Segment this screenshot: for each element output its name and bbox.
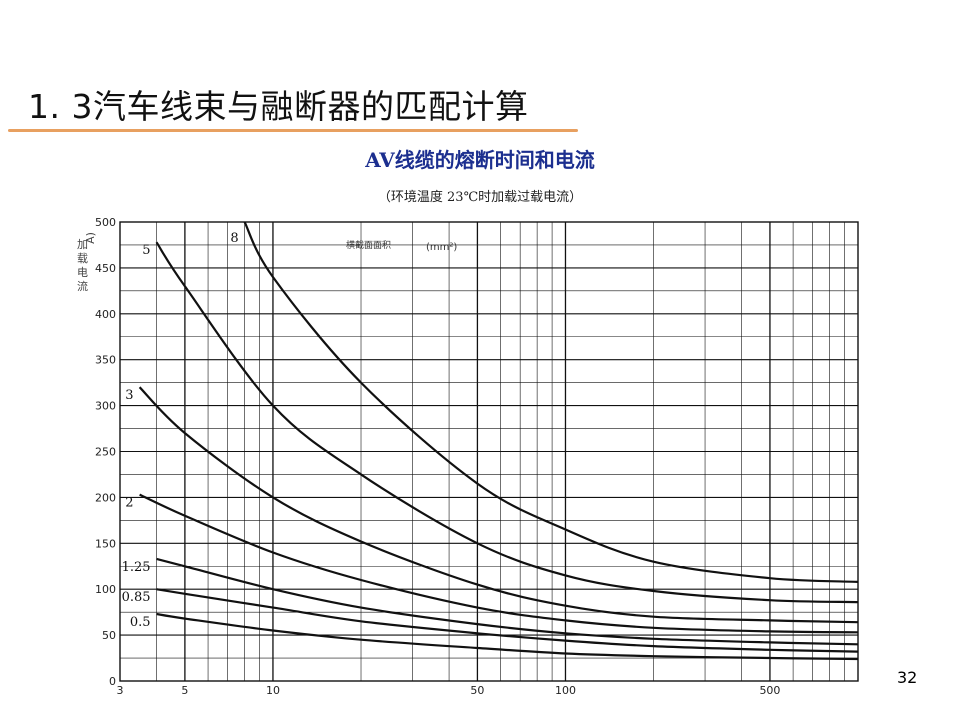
x-tick-label: 100 — [555, 684, 576, 697]
y-tick-label: 0 — [109, 675, 116, 688]
series-label: 3 — [125, 388, 133, 403]
series-label: 1.25 — [122, 560, 151, 575]
series-curve-8 — [243, 221, 859, 583]
x-tick-label: 500 — [759, 684, 780, 697]
series-label: 2 — [125, 496, 133, 511]
series-label: 0.85 — [122, 590, 151, 605]
y-axis-label: 加载电流 — [77, 238, 88, 293]
title-underline — [8, 129, 578, 132]
y-tick-label: 350 — [95, 354, 116, 367]
y-tick-label: 450 — [95, 262, 116, 275]
tick-layer: 0 50 100 150 200 250 300 350 400 450 500 3 5 10 50 100 5… — [95, 216, 780, 697]
chart-grid — [119, 221, 859, 682]
y-tick-label: 200 — [95, 491, 116, 504]
series-layer: 8 5 3 2 1.25 0.85 0.5 — [122, 221, 859, 661]
y-tick-label: 50 — [102, 629, 116, 642]
series-label: 5 — [142, 243, 150, 258]
series-curve-0.85 — [156, 588, 859, 653]
series-curve-0.5 — [156, 612, 859, 661]
series-curve-2 — [139, 493, 859, 634]
y-tick-label: 250 — [95, 446, 116, 459]
y-tick-label: 400 — [95, 308, 116, 321]
x-tick-label: 10 — [266, 684, 280, 697]
series-label: 8 — [230, 231, 238, 246]
chart-title: AV线缆的熔断时间和电流 — [365, 148, 595, 172]
x-tick-label: 5 — [181, 684, 188, 697]
series-label: 0.5 — [130, 615, 151, 630]
y-axis-unit: A) — [84, 232, 97, 244]
plot-frame — [119, 221, 859, 682]
slide-title: 1. 3汽车线束与融断器的匹配计算 — [28, 87, 529, 126]
y-tick-label: 300 — [95, 400, 116, 413]
series-curve-3 — [138, 386, 859, 624]
y-tick-label: 100 — [95, 583, 116, 596]
series-curve-1.25 — [156, 557, 859, 646]
legend-unit: (mm²) — [426, 242, 457, 253]
series-curve-5 — [155, 241, 859, 604]
y-tick-label: 150 — [95, 537, 116, 550]
chart-subtitle: （环境温度 23℃时加载过载电流） — [377, 190, 583, 205]
x-tick-label: 50 — [470, 684, 484, 697]
y-tick-label: 500 — [95, 216, 116, 229]
page-number: 32 — [897, 668, 918, 687]
x-tick-label: 3 — [117, 684, 124, 697]
legend-title: 横截面面积 — [346, 239, 391, 251]
